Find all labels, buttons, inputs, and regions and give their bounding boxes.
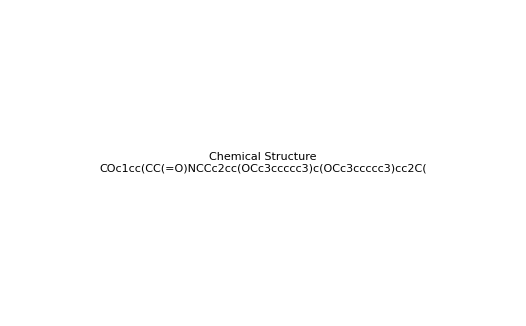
Text: Chemical Structure
COc1cc(CC(=O)NCCc2cc(OCc3ccccc3)c(OCc3ccccc3)cc2C(: Chemical Structure COc1cc(CC(=O)NCCc2cc(…	[99, 152, 427, 174]
